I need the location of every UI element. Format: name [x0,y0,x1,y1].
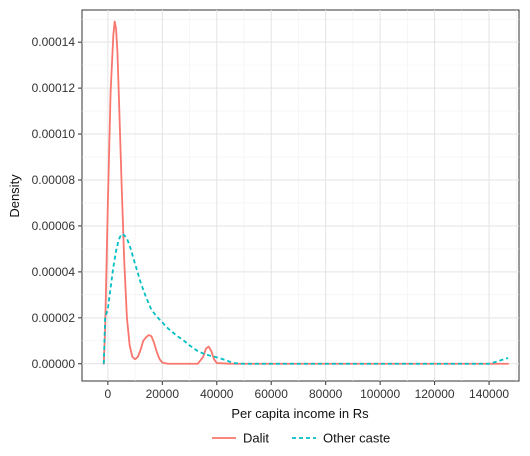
panel-background [81,9,520,382]
legend: Dalit Other caste [212,431,390,446]
x-tick-label: 0 [105,387,112,401]
x-tick-label: 120000 [415,387,455,401]
x-tick-label: 40000 [200,387,234,401]
series-line-0 [102,20,510,365]
legend-label-0: Dalit [243,431,269,446]
axes: 0 20000 40000 60000 80000 100000 120000 140000 0… [32,35,510,401]
y-axis-title: Density [7,174,22,218]
y-tick-label: 0.00010 [32,127,76,141]
y-tick-label: 0.00004 [32,265,76,279]
x-axis-title: Per capita income in Rs [231,406,369,421]
series-lines [102,20,510,365]
x-tick-label: 60000 [255,387,289,401]
y-tick-label: 0.00002 [32,311,76,325]
y-tick-label: 0.00012 [32,81,76,95]
y-tick-label: 0.00000 [32,357,76,371]
x-tick-label: 140000 [469,387,509,401]
legend-label-1: Other caste [323,431,390,446]
y-tick-label: 0.00014 [32,35,76,49]
series-line-1 [102,233,509,365]
x-tick-label: 80000 [309,387,343,401]
y-tick-label: 0.00008 [32,173,76,187]
x-tick-label: 100000 [360,387,400,401]
x-tick-label: 20000 [146,387,180,401]
y-tick-label: 0.00006 [32,219,76,233]
